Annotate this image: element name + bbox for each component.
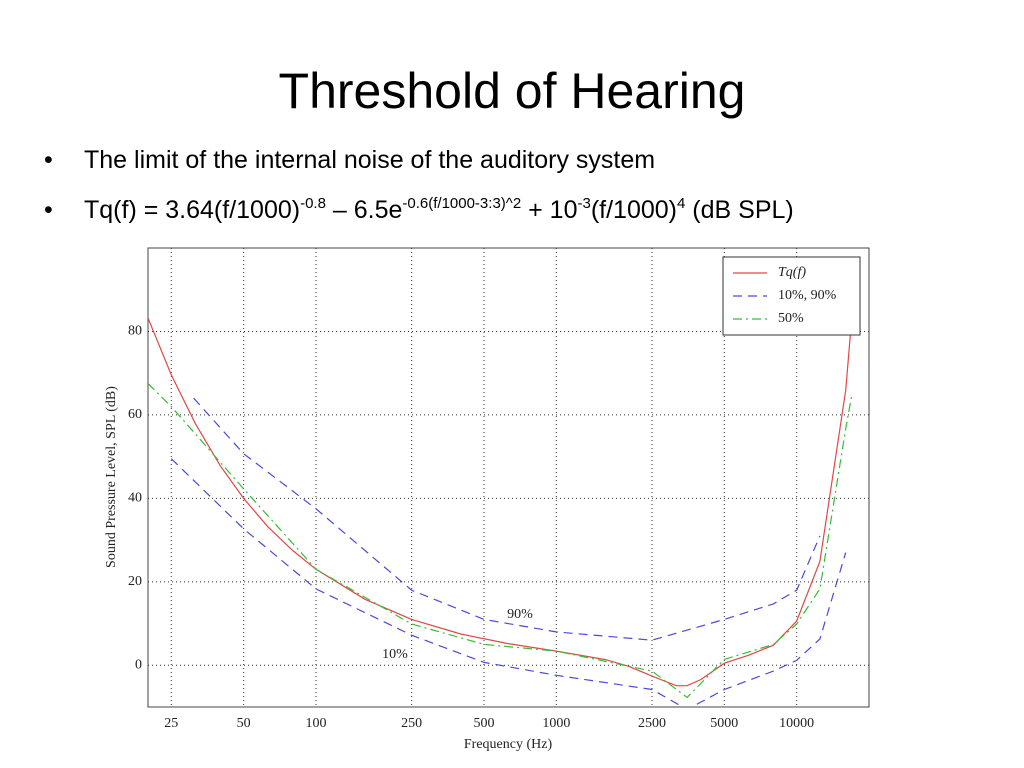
- x-tick-label: 25: [164, 716, 178, 731]
- x-tick-label: 50: [237, 716, 251, 731]
- x-tick-label: 2500: [638, 716, 666, 731]
- superscript: -0.6(f/1000-3:3)^2: [402, 195, 522, 212]
- x-tick-label: 5000: [710, 716, 738, 731]
- series-line: [170, 458, 847, 707]
- y-tick-label: 20: [128, 574, 142, 589]
- y-axis-label: Sound Pressure Level, SPL (dB): [104, 386, 119, 568]
- series-line: [148, 315, 853, 687]
- x-axis-label: Frequency (Hz): [464, 737, 553, 752]
- legend-label: 50%: [778, 311, 804, 326]
- series-line: [193, 397, 821, 641]
- text-run: (f/1000): [590, 196, 677, 224]
- text-run: Tq(f) = 3.64(f/1000): [84, 196, 301, 224]
- text-run: – 6.5e: [325, 196, 403, 224]
- x-tick-label: 500: [473, 716, 494, 731]
- bullet-text: Tq(f) = 3.64(f/1000)-0.8 – 6.5e-0.6(f/10…: [84, 196, 794, 225]
- x-tick-label: 10000: [779, 716, 814, 731]
- legend-label: Tq(f): [778, 265, 806, 280]
- x-tick-label: 100: [305, 716, 326, 731]
- bullet-dot: •: [44, 146, 53, 174]
- superscript: -0.8: [300, 195, 326, 212]
- x-tick-label: 250: [401, 716, 422, 731]
- text-run: + 10: [521, 196, 578, 224]
- series-line: [148, 383, 853, 699]
- legend-label: 10%, 90%: [778, 288, 837, 303]
- y-tick-label: 0: [135, 657, 142, 672]
- y-tick-label: 60: [128, 407, 142, 422]
- y-tick-label: 40: [128, 491, 142, 506]
- curve-label: 10%: [382, 647, 408, 662]
- legend: Tq(f) 10%, 90% 50%: [722, 256, 861, 336]
- bullet-dot: •: [44, 196, 53, 224]
- text-run: The limit of the internal noise of the a…: [84, 146, 656, 174]
- bullet-text: The limit of the internal noise of the a…: [84, 146, 655, 175]
- legend-box: [722, 256, 861, 336]
- x-tick-label: 1000: [542, 716, 570, 731]
- curve-label: 90%: [507, 607, 533, 622]
- text-run: (dB SPL): [685, 196, 794, 224]
- superscript: 4: [677, 195, 686, 212]
- y-tick-label: 80: [128, 324, 142, 339]
- superscript: -3: [577, 195, 591, 212]
- slide-title: Threshold of Hearing: [278, 63, 746, 119]
